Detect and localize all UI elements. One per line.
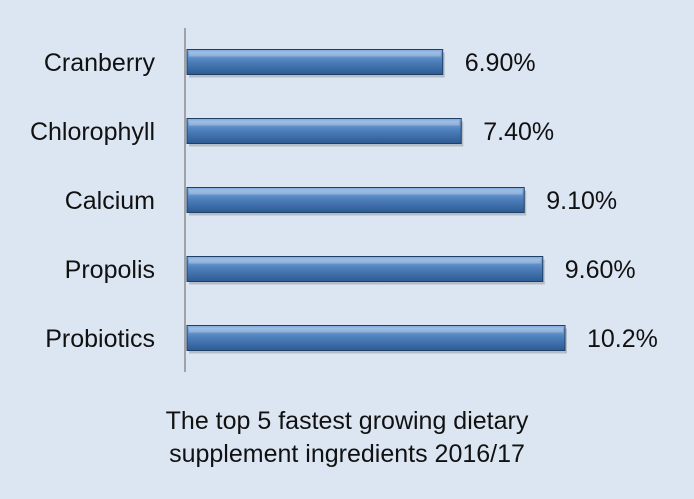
- value-label: 9.60%: [565, 256, 636, 284]
- value-label: 9.10%: [546, 187, 617, 215]
- bar-highlight: [189, 51, 441, 57]
- bar-cranberry: [186, 49, 444, 75]
- bar-probiotics: [186, 325, 566, 351]
- value-label: 6.90%: [465, 49, 536, 77]
- bar-propolis: [186, 256, 544, 282]
- category-label: Cranberry: [44, 49, 156, 77]
- caption-line-1: The top 5 fastest growing dietary: [165, 407, 529, 435]
- bar-highlight: [189, 327, 563, 333]
- category-label: Probiotics: [45, 325, 155, 353]
- value-label: 10.2%: [587, 325, 658, 353]
- chart-caption: The top 5 fastest growing dietary supple…: [0, 405, 694, 471]
- bar-highlight: [189, 120, 460, 126]
- bar-chlorophyll: [186, 118, 462, 144]
- category-label: Chlorophyll: [30, 118, 155, 146]
- bar-highlight: [189, 258, 541, 264]
- category-label: Propolis: [65, 256, 155, 284]
- bars-group: Cranberry 6.90% Chlorophyll 7.40% Calcium 9.1…: [30, 49, 658, 354]
- bar-chart: Cranberry 6.90% Chlorophyll 7.40% Calcium 9.1…: [30, 28, 658, 372]
- value-label: 7.40%: [483, 118, 554, 146]
- bar-highlight: [189, 189, 523, 195]
- caption-line-2: supplement ingredients 2016/17: [169, 440, 525, 468]
- category-label: Calcium: [65, 187, 155, 215]
- bar-calcium: [186, 187, 525, 213]
